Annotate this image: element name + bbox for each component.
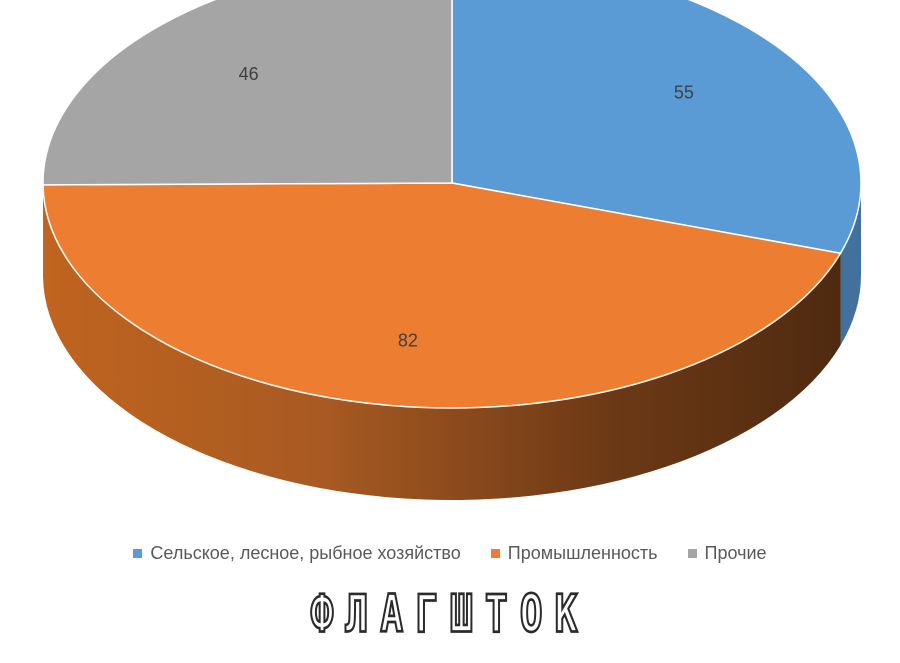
slice-side-industry [43,184,841,500]
data-label-agriculture: 55 [674,83,694,103]
slice-industry [42,182,842,409]
legend-label-other: Прочие [704,542,767,563]
slice-agriculture [451,0,862,255]
legend-item-other: Прочие [687,542,767,564]
pie-chart: 55 82 46 [42,0,862,500]
slice-other [42,0,453,186]
legend: Сельское, лесное, рыбное хозяйство Промы… [0,538,900,568]
legend-item-industry: Промышленность [490,542,658,564]
legend-label-agriculture: Сельское, лесное, рыбное хозяйство [150,542,461,563]
legend-item-agriculture: Сельское, лесное, рыбное хозяйство [133,542,461,564]
legend-label-industry: Промышленность [507,542,658,563]
legend-swatch-agriculture [133,548,143,558]
legend-swatch-industry [490,548,500,558]
data-label-other: 46 [239,64,259,84]
legend-swatch-other [687,548,697,558]
slice-side-agriculture [840,183,861,346]
watermark-logo: ФЛАГШТОК [309,583,590,645]
data-label-industry: 82 [398,331,418,351]
